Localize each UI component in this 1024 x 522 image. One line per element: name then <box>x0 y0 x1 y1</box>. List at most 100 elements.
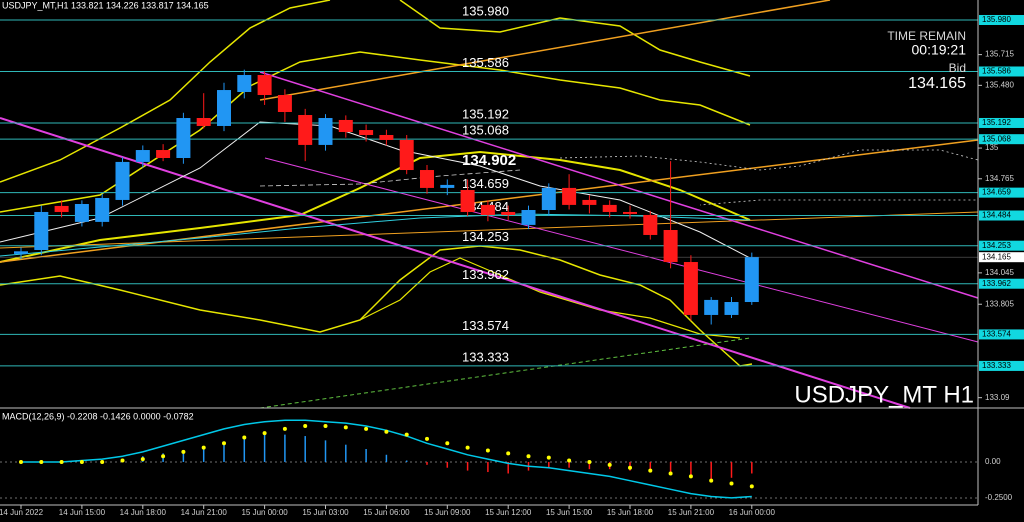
time-remain-label: TIME REMAIN <box>887 29 966 43</box>
candle-body <box>440 184 455 188</box>
level-tag <box>979 66 1024 77</box>
y-tick-label: 0.00 <box>985 457 1001 466</box>
candle-body <box>602 204 617 212</box>
y-tick-label: -0.2500 <box>985 493 1013 502</box>
signal-dot <box>100 459 105 464</box>
candle-body <box>237 75 252 93</box>
level-tag <box>979 240 1024 251</box>
candle-body <box>95 197 110 222</box>
x-tick-label: 14 Jun 2022 <box>0 508 44 517</box>
signal-dot <box>303 423 308 428</box>
candle-body <box>338 119 353 132</box>
level-tag-label: 133.333 <box>982 361 1011 370</box>
signal-dot <box>140 457 145 462</box>
level-tag-label: 135.980 <box>982 15 1011 24</box>
candle-body <box>683 262 698 315</box>
signal-dot <box>465 445 470 450</box>
upper-band <box>0 0 331 183</box>
candles <box>14 69 759 325</box>
candle-body <box>724 302 739 315</box>
bid-value: 134.165 <box>908 75 966 92</box>
candle-body <box>399 139 414 171</box>
candle-body <box>460 190 475 212</box>
signal-dot <box>526 454 531 459</box>
signal-dot <box>282 426 287 431</box>
level-tag-label: 135.192 <box>982 118 1011 127</box>
signal-dot <box>709 478 714 483</box>
signal-dot <box>628 465 632 470</box>
candle-body <box>54 205 69 212</box>
level-label: 134.659 <box>462 176 509 191</box>
channel-line <box>264 157 979 343</box>
y-tick-label: 134.765 <box>985 174 1014 183</box>
level-tag <box>979 187 1024 198</box>
candle-body <box>156 150 171 158</box>
level-tag <box>979 210 1024 221</box>
signal-dot <box>384 429 389 434</box>
signal-dot <box>648 468 653 473</box>
candle-body <box>521 210 536 225</box>
candle-body <box>420 170 434 188</box>
candle-body <box>196 118 211 126</box>
y-tick-label: 133.805 <box>985 299 1014 308</box>
x-tick-label: 15 Jun 00:00 <box>241 508 288 517</box>
level-label: 133.962 <box>462 267 509 282</box>
y-tick-label: 135.715 <box>985 50 1014 59</box>
candle-body <box>480 204 495 215</box>
signal-dot <box>546 455 551 460</box>
chart-title: USDJPY_MT,H1 133.821 134.226 133.817 134… <box>2 0 209 10</box>
middle-band <box>0 150 751 263</box>
signal-dot <box>485 448 490 453</box>
highlight-label: 134.902 <box>462 152 516 169</box>
level-tag <box>979 117 1024 128</box>
candle-body <box>663 230 678 263</box>
level-label: 135.586 <box>462 55 509 70</box>
x-tick-label: 15 Jun 06:00 <box>363 508 410 517</box>
signal-dot <box>120 458 125 463</box>
y-tick-label: 134.045 <box>985 268 1014 277</box>
signal-dot <box>404 432 409 437</box>
level-label: 134.253 <box>462 229 509 244</box>
x-tick-label: 16 Jun 00:00 <box>729 508 776 517</box>
bid-label: Bid <box>949 61 966 75</box>
candle-body <box>74 204 89 222</box>
level-tag-label: 133.574 <box>982 330 1011 339</box>
upper-band <box>399 0 751 77</box>
trend-line <box>259 0 831 101</box>
signal-dot <box>567 458 572 463</box>
bid-tag-label: 134.165 <box>982 252 1011 261</box>
macd-title: MACD(12,26,9) -0.2208 -0.1426 0.0000 -0.… <box>2 411 194 421</box>
level-tag <box>979 14 1024 25</box>
x-tick-label: 15 Jun 21:00 <box>668 508 715 517</box>
channel-line <box>259 71 979 299</box>
x-tick-label: 15 Jun 15:00 <box>546 508 593 517</box>
time-remain: 00:19:21 <box>912 42 967 58</box>
level-label: 135.068 <box>462 123 509 138</box>
signal-dot <box>587 459 592 464</box>
y-tick-label: 133.09 <box>985 393 1010 402</box>
signal-dot <box>749 484 754 489</box>
signal-dot <box>222 441 226 446</box>
level-label: 133.333 <box>462 349 509 364</box>
signal-dot <box>242 435 247 440</box>
candle-body <box>643 214 658 235</box>
candle-body <box>14 251 28 254</box>
signal-dot <box>59 459 64 464</box>
macd-panel <box>0 419 978 499</box>
signal-dot <box>343 425 348 430</box>
signal-dot <box>161 454 166 459</box>
lower-band <box>0 245 753 367</box>
level-tag <box>979 360 1024 371</box>
candle-body <box>115 161 130 200</box>
level-tag-label: 135.586 <box>982 67 1011 76</box>
candle-body <box>704 299 719 315</box>
level-tag <box>979 329 1024 340</box>
signal-dot <box>79 459 84 464</box>
level-label: 133.574 <box>462 318 509 333</box>
channel-line <box>0 117 911 409</box>
level-tag <box>979 134 1024 145</box>
level-label: 135.192 <box>462 106 509 121</box>
level-tag-label: 134.484 <box>982 211 1011 220</box>
